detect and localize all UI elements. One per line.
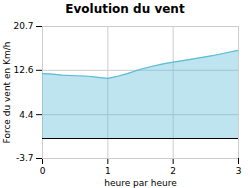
svg-text:0: 0 (40, 166, 46, 176)
svg-text:12.6: 12.6 (13, 65, 33, 75)
svg-text:4.4: 4.4 (19, 110, 34, 120)
svg-text:3: 3 (236, 166, 242, 176)
svg-text:2: 2 (170, 166, 176, 176)
svg-text:Force du vent en Km/h: Force du vent en Km/h (2, 42, 12, 144)
svg-text:heure par heure: heure par heure (104, 178, 177, 188)
html-text:Evolution du vent: Evolution du vent (65, 2, 185, 16)
svg-text:1: 1 (105, 166, 111, 176)
svg-text:20.7: 20.7 (13, 21, 33, 31)
svg-text:-3.7: -3.7 (16, 153, 34, 163)
